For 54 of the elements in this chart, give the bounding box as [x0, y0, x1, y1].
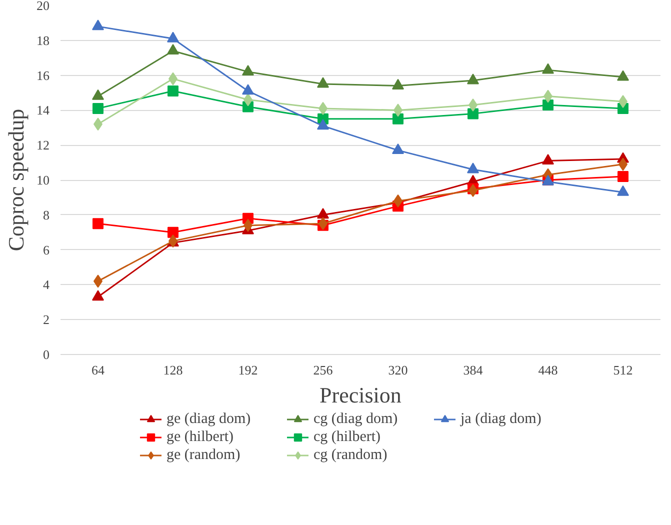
point: [92, 290, 104, 301]
y-tick-label: 16: [36, 68, 50, 83]
point: [467, 74, 479, 84]
legend-label: ja (diag dom): [460, 410, 542, 428]
point: [92, 102, 104, 114]
x-tick-label: 384: [463, 362, 484, 378]
point: [542, 99, 554, 110]
point: [168, 86, 178, 97]
point: [92, 89, 104, 100]
x-tick-label: 64: [92, 362, 105, 378]
x-axis-title: Precision: [320, 382, 402, 408]
y-tick-label: 18: [36, 32, 50, 48]
point: [617, 185, 629, 196]
y-tick-label: 12: [36, 138, 50, 153]
point: [467, 162, 479, 174]
point: [392, 78, 404, 90]
point: [542, 154, 554, 164]
x-tick-label: 256: [313, 362, 334, 378]
point: [92, 20, 104, 30]
y-tick-label: 10: [36, 172, 50, 188]
x-tick-label: 512: [613, 362, 633, 378]
y-tick-label: 8: [43, 207, 50, 222]
y-axis-title: Coproc speedup: [4, 108, 28, 252]
point: [468, 108, 478, 120]
y-tick-label: 2: [43, 312, 50, 328]
point: [618, 171, 628, 182]
point: [392, 113, 404, 124]
y-tick-label: 14: [36, 102, 50, 118]
point: [167, 32, 179, 42]
point: [92, 218, 104, 230]
legend-label: cg (hilbert): [314, 428, 382, 446]
x-tick-label: 192: [238, 362, 258, 378]
legend-label: ge (random): [166, 446, 242, 464]
x-tick-label: 448: [538, 362, 558, 378]
point: [242, 64, 254, 76]
y-tick-label: 4: [43, 277, 50, 292]
legend-label: cg (diag dom): [314, 410, 399, 428]
point: [392, 143, 404, 154]
point: [168, 226, 178, 238]
point: [317, 119, 329, 130]
point: [242, 84, 254, 95]
x-tick-label: 128: [163, 362, 183, 378]
y-tick-label: 20: [36, 0, 50, 13]
legend-label: ge (hilbert): [166, 428, 235, 446]
y-tick-label: 0: [43, 347, 50, 362]
point: [167, 44, 179, 55]
x-tick-label: 320: [388, 362, 408, 378]
point: [617, 70, 629, 81]
point: [542, 63, 554, 74]
y-tick-label: 6: [43, 242, 50, 258]
legend-label: cg (random): [314, 446, 388, 464]
point: [317, 208, 329, 219]
point: [317, 77, 329, 88]
legend-label: ge (diag dom): [166, 410, 252, 428]
